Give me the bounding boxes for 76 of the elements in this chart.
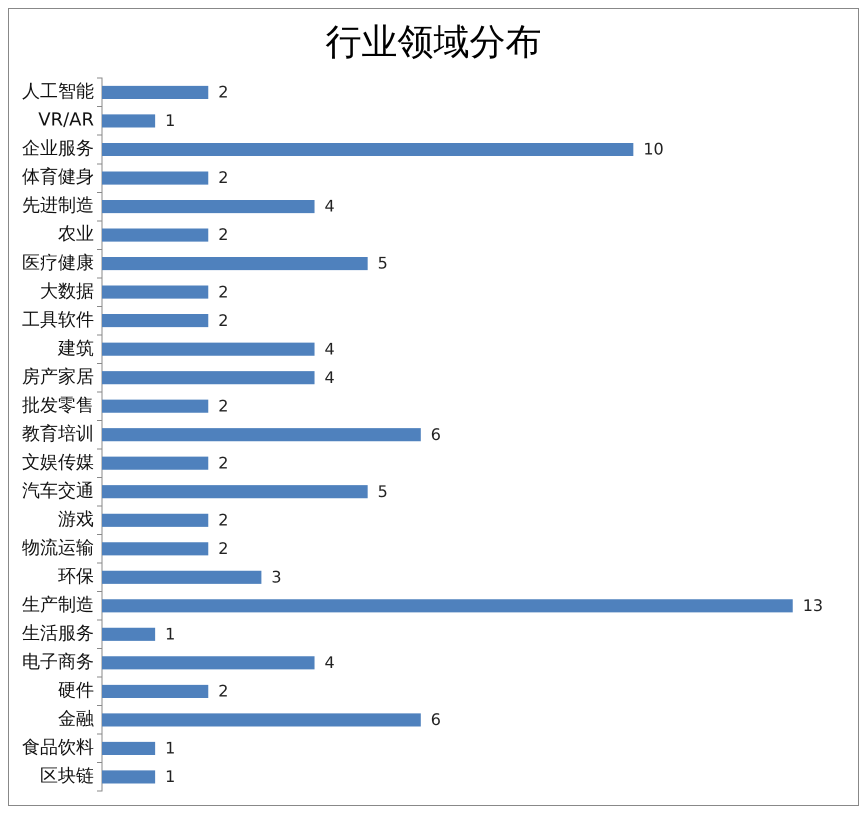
data-label: 1: [165, 624, 176, 644]
data-label: 4: [324, 368, 335, 387]
bar: [102, 456, 208, 470]
y-tick-label: VR/AR: [38, 110, 94, 131]
y-tick-label: 医疗健康: [22, 252, 94, 274]
bar: [102, 142, 634, 156]
data-label: 5: [378, 482, 388, 501]
data-label: 2: [218, 168, 228, 188]
bar: [102, 342, 315, 356]
data-label: 2: [218, 510, 228, 530]
data-label: 4: [324, 339, 335, 358]
y-tick-label: 物流运输: [22, 537, 94, 558]
y-tick-label: 食品饮料: [22, 737, 94, 758]
y-tick-label: 企业服务: [22, 138, 94, 160]
data-label: 6: [430, 424, 441, 444]
data-label: 2: [218, 225, 228, 244]
data-label: 2: [218, 282, 228, 302]
y-tick-label: 工具软件: [22, 309, 94, 330]
y-tick-label: 农业: [58, 224, 94, 245]
bar: [102, 770, 156, 784]
y-tick-label: 房产家居: [22, 366, 94, 388]
bar: [102, 371, 315, 384]
bar: [102, 314, 208, 328]
data-label: 2: [218, 453, 228, 472]
bar: [102, 200, 315, 214]
bar: [102, 656, 315, 670]
bar: [102, 485, 368, 498]
data-label: 2: [218, 396, 228, 416]
y-tick-label: 生产制造: [22, 594, 94, 616]
bar: [102, 542, 208, 556]
data-label: 4: [324, 196, 335, 216]
bar: [102, 570, 262, 584]
y-tick-label: 批发零售: [22, 394, 94, 416]
bar: [102, 171, 208, 185]
bar: [102, 400, 208, 413]
bar: [102, 684, 208, 698]
bar: [102, 257, 368, 270]
y-tick-label: 金融: [58, 708, 94, 730]
data-label: 1: [165, 738, 176, 758]
bar: [102, 228, 208, 242]
y-tick-label: 教育培训: [22, 423, 94, 444]
y-tick-label: 大数据: [40, 280, 94, 302]
data-label: 2: [218, 82, 228, 102]
bar: [102, 628, 156, 641]
y-tick-label: 硬件: [58, 680, 94, 702]
y-tick-label: 体育健身: [22, 166, 94, 188]
data-label: 1: [165, 111, 176, 130]
y-tick-label: 先进制造: [22, 195, 94, 216]
bar: [102, 514, 208, 527]
bar: [102, 599, 793, 612]
data-label: 2: [218, 538, 228, 558]
y-tick-label: 电子商务: [22, 652, 94, 673]
bar: [102, 86, 208, 100]
y-tick-label: 建筑: [57, 338, 94, 359]
bar: [102, 114, 156, 128]
data-label: 10: [643, 140, 664, 159]
data-label: 13: [802, 596, 824, 615]
data-label: 5: [378, 254, 388, 273]
data-label: 3: [271, 567, 282, 586]
data-label: 2: [218, 310, 228, 330]
bar: [102, 713, 421, 726]
y-tick-label: 区块链: [40, 766, 94, 787]
y-tick-label: 文娱传媒: [22, 452, 94, 473]
bar: [102, 742, 156, 755]
y-tick-label: 人工智能: [22, 81, 94, 102]
data-label: 2: [218, 682, 228, 701]
y-tick-label: 游戏: [58, 508, 94, 530]
data-label: 1: [165, 767, 176, 786]
data-label: 4: [324, 653, 335, 672]
y-tick-label: 汽车交通: [22, 480, 94, 502]
data-label: 6: [430, 710, 441, 730]
chart-title: 行业领域分布: [326, 22, 542, 63]
bar: [102, 286, 208, 299]
y-tick-label: 生活服务: [22, 623, 94, 644]
y-tick-label: 环保: [58, 566, 94, 587]
bar: [102, 428, 421, 442]
